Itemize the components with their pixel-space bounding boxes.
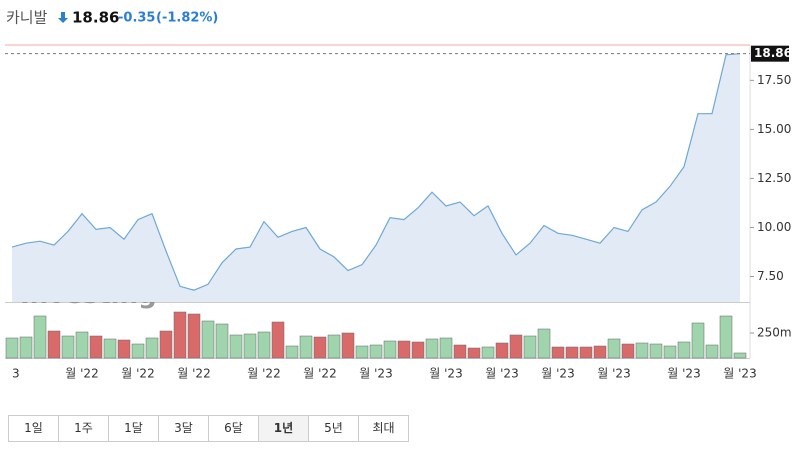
volume-bar (551, 346, 565, 359)
volume-bar (453, 344, 467, 359)
chart: 카니발 18.86 -0.35 (-1.82%) Investing.com7.… (5, 9, 792, 381)
volume-bar (369, 344, 383, 359)
y-tick-label: 7.50 (757, 269, 784, 283)
y-tick-label: 17.50 (757, 73, 791, 87)
volume-bar (705, 344, 719, 359)
volume-bar (397, 340, 411, 359)
volume-bar (285, 345, 299, 359)
y-tick-label: 12.50 (757, 171, 791, 185)
volume-bar (89, 335, 103, 359)
volume-bar (5, 337, 19, 359)
y-tick-label: 10.00 (757, 220, 791, 234)
volume-bar (663, 345, 677, 359)
volume-bar (313, 336, 327, 359)
volume-bar (565, 346, 579, 359)
price: 18.86 (72, 9, 119, 27)
volume-bar (19, 336, 33, 359)
volume-bar (159, 330, 173, 359)
volume-bar (33, 315, 47, 359)
last-price-box (751, 45, 789, 62)
x-tick-label: 월 '22 (247, 367, 280, 381)
volume-bar (649, 343, 663, 359)
volume-bar (229, 334, 243, 359)
volume-bar (481, 346, 495, 359)
range-buttons: 1일 1주 1달 3달 6달 1년 5년 최대 (8, 415, 409, 442)
volume-bar (621, 343, 635, 359)
x-tick-label: 월 '22 (121, 367, 154, 381)
volume-bar (579, 346, 593, 359)
range-button[interactable]: 1년 (259, 416, 309, 441)
down-arrow (58, 12, 68, 23)
volume-bar (341, 332, 355, 359)
volume-bar (383, 340, 397, 359)
volume-bar (677, 341, 691, 359)
range-button[interactable]: 1주 (59, 416, 109, 441)
volume-tick-label: 250m (757, 326, 792, 340)
x-tick-label: 3 (12, 367, 20, 381)
volume-bar (593, 345, 607, 359)
volume-bar (719, 315, 733, 359)
volume-bar (425, 338, 439, 359)
range-button[interactable]: 6달 (209, 416, 259, 441)
volume-bar (733, 352, 747, 359)
volume-bar (537, 328, 551, 359)
range-button[interactable]: 3달 (159, 416, 209, 441)
x-tick-label: 월 '23 (485, 367, 518, 381)
volume-bar (411, 341, 425, 359)
volume-bar (271, 321, 285, 359)
volume-bar (439, 337, 453, 359)
x-tick-label: 월 '23 (723, 367, 756, 381)
volume-bar (75, 331, 89, 359)
x-tick-label: 월 '23 (667, 367, 700, 381)
x-tick-label: 월 '23 (429, 367, 462, 381)
x-tick-label: 월 '23 (597, 367, 630, 381)
x-tick-label: 월 '23 (541, 367, 574, 381)
volume-bar (61, 335, 75, 359)
change: -0.35 (118, 11, 155, 26)
volume-bar (467, 347, 481, 359)
volume-bar (173, 311, 187, 359)
volume-bar (201, 320, 215, 359)
range-button[interactable]: 1일 (9, 416, 59, 441)
volume-bar (145, 337, 159, 359)
x-tick-label: 월 '22 (65, 367, 98, 381)
volume-bar (215, 323, 229, 359)
x-tick-label: 월 '23 (359, 367, 392, 381)
range-button[interactable]: 최대 (372, 421, 395, 435)
price-area (12, 53, 740, 303)
volume-bar (327, 334, 341, 359)
volume-bar (607, 338, 621, 359)
range-button[interactable]: 1달 (109, 416, 159, 441)
volume-bar (187, 313, 201, 359)
x-tick-label: 월 '22 (303, 367, 336, 381)
volume-bar (355, 345, 369, 359)
y-tick-label: 15.00 (757, 122, 791, 136)
volume-bar (691, 322, 705, 359)
change-pct: (-1.82%) (156, 11, 218, 26)
last-price-label: 18.86 (754, 46, 792, 60)
volume-bar (509, 334, 523, 359)
volume-bar (103, 338, 117, 359)
volume-bar (495, 342, 509, 359)
volume-bar (257, 331, 271, 359)
price-line (11, 53, 741, 291)
volume-bar (117, 339, 131, 359)
volume-bar (523, 335, 537, 359)
volume-bar (299, 335, 313, 359)
volume-bar (131, 343, 145, 359)
range-button[interactable]: 5년 (309, 416, 359, 441)
volume-bar (635, 342, 649, 359)
volume-bar (47, 330, 61, 359)
x-tick-label: 월 '22 (177, 367, 210, 381)
volume-bar (243, 333, 257, 359)
stock-name: 카니발 (6, 9, 48, 27)
